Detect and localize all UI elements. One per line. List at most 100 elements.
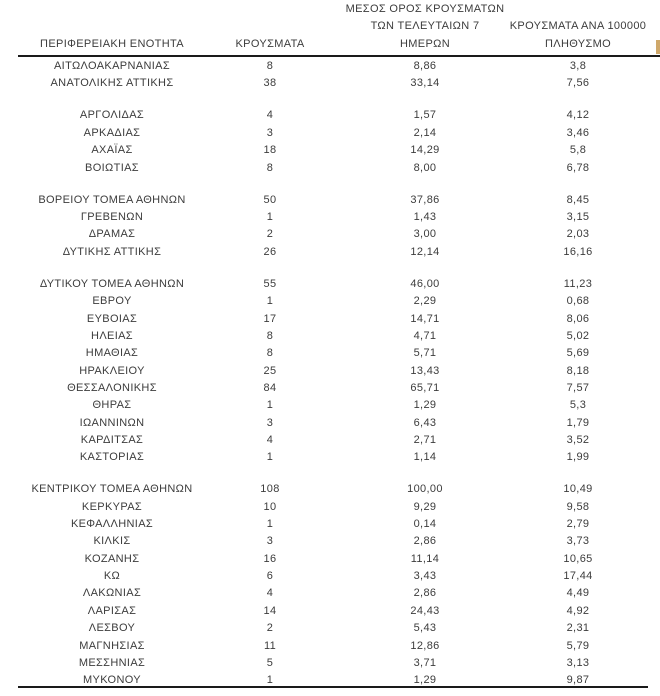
table-row: ΓΡΕΒΕΝΩΝ 1 1,43 3,15 xyxy=(0,209,660,226)
column-header-avg7days: ΜΕΣΟΣ ΟΡΟΣ ΚΡΟΥΣΜΑΤΩΝ ΤΩΝ ΤΕΛΕΥΤΑΙΩΝ 7 Η… xyxy=(330,1,520,53)
cases-cell: 11 xyxy=(263,639,277,652)
avg7days-cell: 0,14 xyxy=(413,518,437,531)
avg7days-cell: 1,29 xyxy=(413,674,437,687)
table-body: ΑΙΤΩΛΟΑΚΑΡΝΑΝΙΑΣ 8 8,86 3,8 ΑΝΑΤΟΛΙΚΗΣ ΑΤΤΙΚ… xyxy=(0,58,660,690)
bottom-rule xyxy=(18,686,648,688)
table-row: ΑΝΑΤΟΛΙΚΗΣ ΑΤΤΙΚΗΣ 38 33,14 7,56 xyxy=(0,75,660,92)
avg7days-cell: 2,14 xyxy=(413,126,437,139)
avg7days-cell: 3,71 xyxy=(413,656,437,669)
per100k-cell: 5,02 xyxy=(566,329,590,342)
avg7days-cell: 11,14 xyxy=(410,552,440,565)
cases-cell: 50 xyxy=(263,193,277,206)
cases-cell: 3 xyxy=(266,416,274,429)
avg7days-cell: 8,86 xyxy=(413,60,437,72)
avg7days-cell: 14,71 xyxy=(410,312,440,325)
region-cell: ΚΩ xyxy=(103,570,121,583)
per100k-cell: 10,49 xyxy=(563,483,593,496)
per100k-cell: 5,69 xyxy=(566,347,590,360)
region-cell: ΜΑΓΝΗΣΙΑΣ xyxy=(79,639,145,652)
region-cell: ΚΑΣΤΟΡΙΑΣ xyxy=(79,451,145,464)
header-line: ΤΩΝ ΤΕΛΕΥΤΑΙΩΝ 7 xyxy=(370,20,480,33)
cases-cell: 18 xyxy=(263,144,277,157)
cases-cell: 1 xyxy=(266,211,274,223)
header-line: ΜΕΣΟΣ ΟΡΟΣ ΚΡΟΥΣΜΑΤΩΝ xyxy=(345,3,505,16)
per100k-cell: 8,06 xyxy=(566,312,590,325)
avg7days-cell: 1,14 xyxy=(413,451,437,464)
table-row: ΔΥΤΙΚΗΣ ΑΤΤΙΚΗΣ 26 12,14 16,16 xyxy=(0,244,660,261)
cases-cell: 17 xyxy=(263,312,277,325)
column-header-cases: ΚΡΟΥΣΜΑΤΑ xyxy=(235,37,305,50)
cases-cell: 14 xyxy=(263,604,277,617)
region-cell: ΗΡΑΚΛΕΙΟΥ xyxy=(79,364,145,377)
header-line: ΠΛΗΘΥΣΜΟ xyxy=(544,37,612,50)
per100k-cell: 3,52 xyxy=(566,433,590,446)
per100k-cell: 17,44 xyxy=(563,570,593,583)
avg7days-cell: 2,86 xyxy=(413,587,437,600)
per100k-cell: 5,79 xyxy=(566,639,590,652)
avg7days-cell: 5,71 xyxy=(413,347,437,360)
region-cell: ΛΕΣΒΟΥ xyxy=(88,622,136,635)
table-row: ΚΙΛΚΙΣ 3 2,86 3,73 xyxy=(0,533,660,550)
per100k-cell: 2,31 xyxy=(566,622,590,635)
cases-cell: 6 xyxy=(266,570,274,583)
avg7days-cell: 3,43 xyxy=(413,570,437,583)
table-row: ΗΡΑΚΛΕΙΟΥ 25 13,43 8,18 xyxy=(0,363,660,380)
cases-cell: 8 xyxy=(266,347,274,360)
per100k-cell: 11,23 xyxy=(563,277,593,290)
per100k-cell: 2,03 xyxy=(566,228,590,241)
table-row: ΛΑΚΩΝΙΑΣ 4 2,86 4,49 xyxy=(0,585,660,602)
per100k-cell: 16,16 xyxy=(563,245,593,258)
table-row: ΛΕΣΒΟΥ 2 5,43 2,31 xyxy=(0,620,660,637)
region-cell: ΕΒΡΟΥ xyxy=(92,295,132,308)
region-cell: ΗΜΑΘΙΑΣ xyxy=(85,347,139,360)
avg7days-cell: 12,14 xyxy=(410,245,440,258)
region-cell: ΑΝΑΤΟΛΙΚΗΣ ΑΤΤΙΚΗΣ xyxy=(50,77,174,90)
region-cell: ΑΧΑΪΑΣ xyxy=(91,144,133,157)
avg7days-cell: 5,43 xyxy=(413,622,437,635)
cases-cell: 84 xyxy=(263,381,277,394)
cases-cell: 4 xyxy=(266,109,274,122)
per100k-cell: 3,73 xyxy=(566,535,590,548)
header-rule xyxy=(18,55,660,57)
avg7days-cell: 14,29 xyxy=(410,144,440,157)
per100k-cell: 5,3 xyxy=(569,399,587,412)
region-cell: ΘΗΡΑΣ xyxy=(92,399,132,412)
table-row: ΒΟΡΕΙΟΥ ΤΟΜΕΑ ΑΘΗΝΩΝ 50 37,86 8,45 xyxy=(0,192,660,209)
per100k-cell: 3,13 xyxy=(566,656,590,669)
avg7days-cell: 3,00 xyxy=(413,228,437,241)
table-row: ΚΟΖΑΝΗΣ 16 11,14 10,65 xyxy=(0,551,660,568)
cases-cell: 16 xyxy=(263,552,277,565)
region-cell: ΑΡΓΟΛΙΔΑΣ xyxy=(79,109,145,122)
avg7days-cell: 24,43 xyxy=(410,604,440,617)
per100k-cell: 8,45 xyxy=(566,193,590,206)
group-spacer xyxy=(0,93,660,108)
table-row: ΒΟΙΩΤΙΑΣ 8 8,00 6,78 xyxy=(0,160,660,177)
cases-cell: 8 xyxy=(266,329,274,342)
table-row: ΚΩ 6 3,43 17,44 xyxy=(0,568,660,585)
cases-cell: 38 xyxy=(263,77,277,90)
region-cell: ΜΥΚΟΝΟΥ xyxy=(83,674,141,687)
cases-cell: 4 xyxy=(266,587,274,600)
per100k-cell: 3,46 xyxy=(566,126,590,139)
cases-cell: 10 xyxy=(263,500,277,513)
region-cell: ΚΕΦΑΛΛΗΝΙΑΣ xyxy=(70,518,154,531)
table-row: ΕΒΡΟΥ 1 2,29 0,68 xyxy=(0,293,660,310)
table-row: ΑΙΤΩΛΟΑΚΑΡΝΑΝΙΑΣ 8 8,86 3,8 xyxy=(0,58,660,75)
table-row: ΚΕΡΚΥΡΑΣ 10 9,29 9,58 xyxy=(0,499,660,516)
table-row: ΛΑΡΙΣΑΣ 14 24,43 4,92 xyxy=(0,603,660,620)
table-row: ΜΕΣΣΗΝΙΑΣ 5 3,71 3,13 xyxy=(0,655,660,672)
cases-cell: 1 xyxy=(266,451,274,464)
table-row: ΜΥΚΟΝΟΥ 1 1,29 9,87 xyxy=(0,672,660,689)
per100k-cell: 1,99 xyxy=(566,451,590,464)
region-cell: ΚΕΡΚΥΡΑΣ xyxy=(81,500,143,513)
per100k-cell: 2,79 xyxy=(566,518,590,531)
table-row: ΑΡΓΟΛΙΔΑΣ 4 1,57 4,12 xyxy=(0,107,660,124)
avg7days-cell: 65,71 xyxy=(410,381,440,394)
header-line: ΗΜΕΡΩΝ xyxy=(399,37,451,50)
cases-cell: 55 xyxy=(263,277,277,290)
table-row: ΘΗΡΑΣ 1 1,29 5,3 xyxy=(0,397,660,414)
region-cell: ΑΡΚΑΔΙΑΣ xyxy=(83,126,141,139)
region-cell: ΛΑΚΩΝΙΑΣ xyxy=(82,587,142,600)
per100k-cell: 0,68 xyxy=(566,295,590,308)
